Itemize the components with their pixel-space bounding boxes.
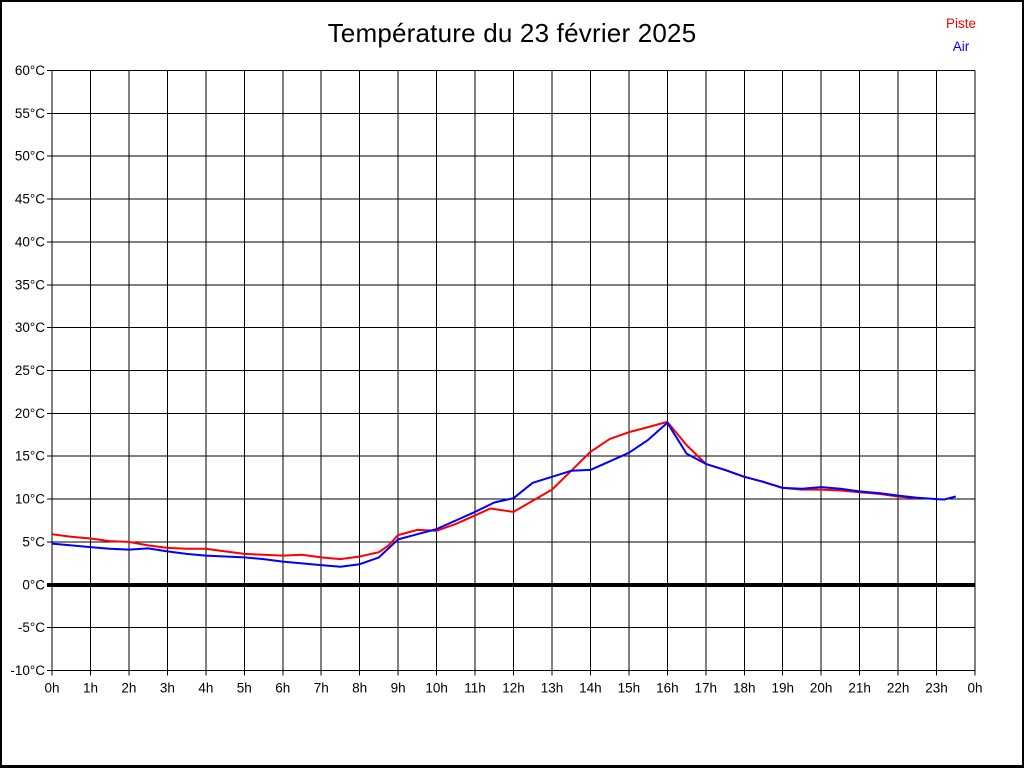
x-tick-label: 7h [314,681,329,696]
y-tick-label: 10°C [15,492,45,507]
y-tick-label: 50°C [15,149,45,164]
y-tick-label: 40°C [15,234,45,249]
x-axis-labels: 0h 1h 2h 3h 4h 5h 6h 7h 8h 9h 10h 11h 12h 13h 14h 15h 16… [44,681,982,696]
legend-label-piste: Piste [945,16,976,31]
x-tick-label: 3h [160,681,175,696]
x-tick-label: 18h [733,681,756,696]
y-tick-label: -5°C [18,620,45,635]
x-tick-label: 11h [464,681,486,696]
y-tick-label: 20°C [15,406,45,421]
x-tick-label: 23h [925,681,948,696]
x-tick-label: 10h [425,681,448,696]
y-tick-label: -10°C [10,663,45,678]
x-tick-label: 2h [121,681,136,696]
grid [47,70,976,676]
y-tick-label: 5°C [22,534,45,549]
y-tick-label: 45°C [15,192,45,207]
y-tick-label: 15°C [15,449,45,464]
x-tick-label: 13h [541,681,564,696]
x-tick-label: 8h [352,681,367,696]
x-tick-label: 6h [275,681,290,696]
series-piste-line [51,420,918,561]
y-tick-label: 60°C [15,63,45,78]
x-tick-label: 0h [967,681,982,696]
x-tick-label: 1h [83,681,98,696]
x-tick-label: 16h [656,681,679,696]
chart-legend: Piste Air [930,12,992,58]
x-tick-label: 19h [771,681,794,696]
x-tick-label: 15h [618,681,641,696]
series-air-line [51,421,957,568]
x-tick-label: 12h [502,681,525,696]
y-axis-labels: 60°C 55°C 50°C 45°C 40°C 35°C 30°C 25°C 20°C 15°C… [10,63,45,678]
x-tick-label: 17h [695,681,718,696]
x-tick-label: 22h [887,681,910,696]
y-tick-label: 25°C [15,363,45,378]
y-tick-label: 55°C [15,106,45,121]
x-tick-label: 14h [579,681,602,696]
legend-label-air: Air [952,39,970,54]
x-tick-label: 21h [848,681,871,696]
y-tick-label: 35°C [15,277,45,292]
x-tick-label: 0h [44,681,59,696]
x-tick-label: 9h [391,681,406,696]
chart-title: Température du 23 février 2025 [327,18,697,48]
y-tick-label: 0°C [22,577,45,592]
x-tick-label: 20h [810,681,833,696]
x-tick-label: 4h [198,681,213,696]
x-tick-label: 5h [237,681,252,696]
y-tick-label: 30°C [15,320,45,335]
